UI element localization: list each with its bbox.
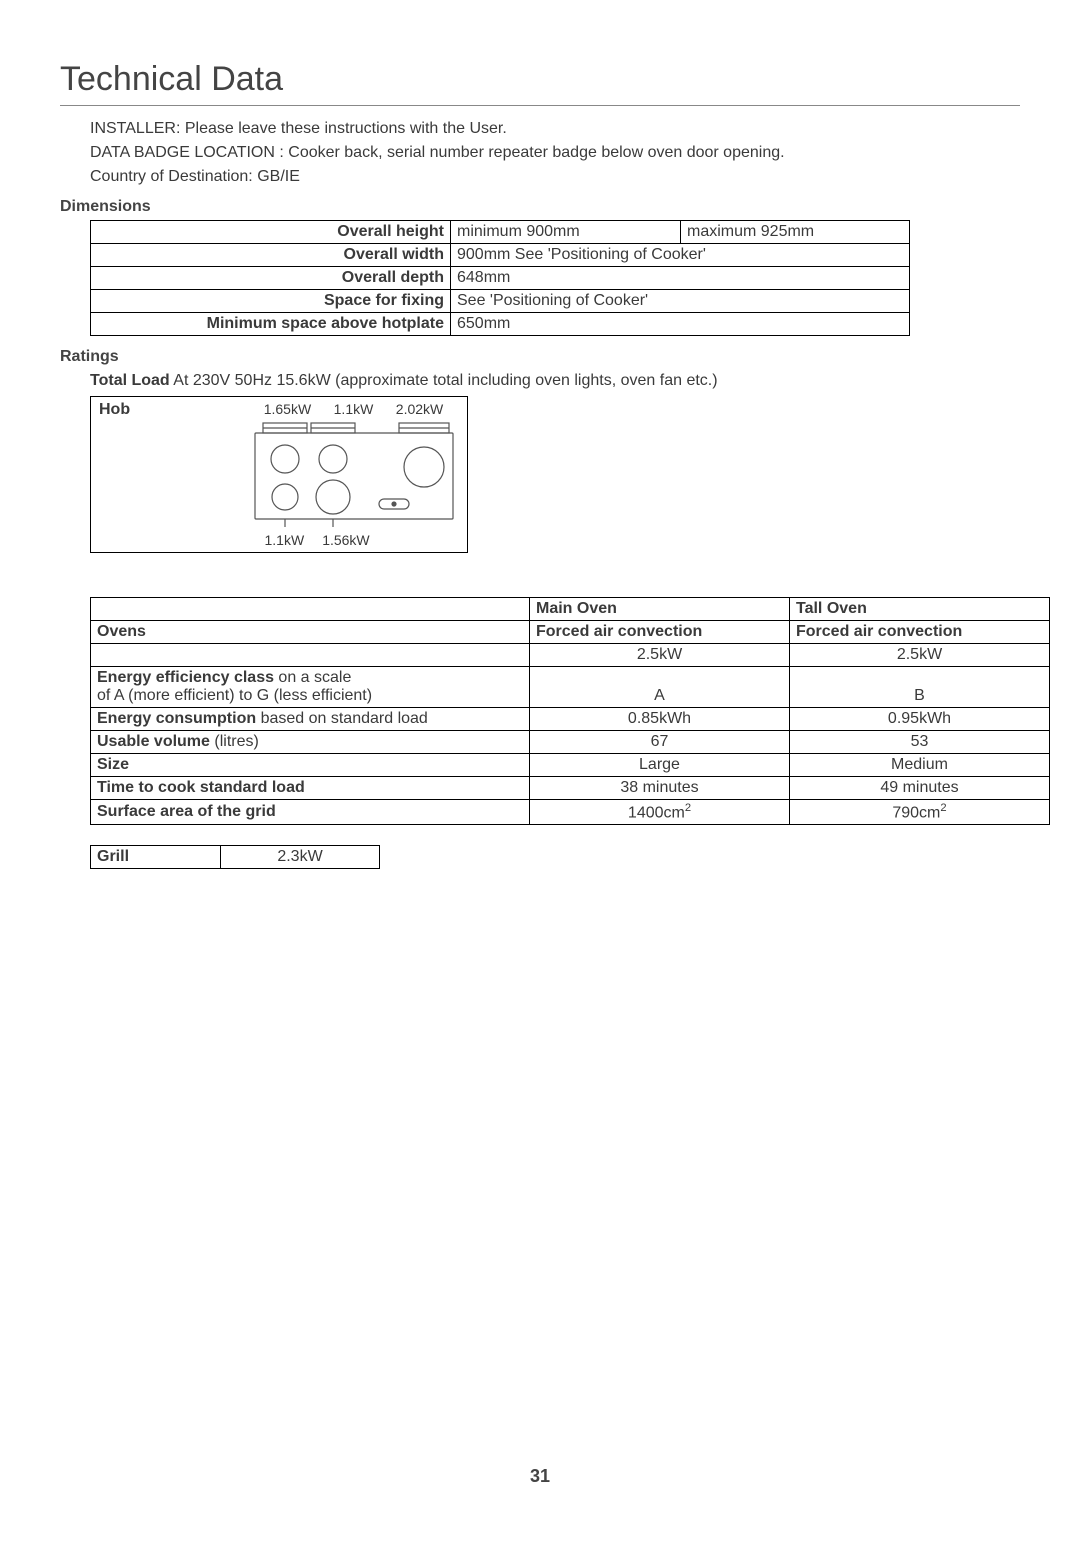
grill-table: Grill 2.3kW <box>90 845 380 869</box>
dim-depth-val: 648mm <box>451 267 910 290</box>
tall-oven-cooktime: 49 minutes <box>790 777 1050 800</box>
dim-fixing-val: See 'Positioning of Cooker' <box>451 290 910 313</box>
efficiency-label: Energy efficiency class on a scale of A … <box>91 667 530 708</box>
table-row: Surface area of the grid 1400cm2 790cm2 <box>91 800 1050 825</box>
page-number: 31 <box>60 1466 1020 1487</box>
grill-label: Grill <box>91 846 221 869</box>
grill-value: 2.3kW <box>221 846 380 869</box>
table-row: Overall width 900mm See 'Positioning of … <box>91 244 910 267</box>
tall-oven-volume: 53 <box>790 731 1050 754</box>
table-row: Space for fixing See 'Positioning of Coo… <box>91 290 910 313</box>
hob-diagram-icon <box>249 417 459 527</box>
main-oven-header: Main Oven <box>530 598 790 621</box>
tall-oven-gridarea: 790cm2 <box>790 800 1050 825</box>
table-row: 2.5kW 2.5kW <box>91 644 1050 667</box>
ovens-power-blank <box>91 644 530 667</box>
ovens-table: Main Oven Tall Oven Ovens Forced air con… <box>90 597 1050 825</box>
ovens-row-label: Ovens <box>91 621 530 644</box>
dimensions-heading: Dimensions <box>60 198 1020 216</box>
dimensions-table: Overall height minimum 900mm maximum 925… <box>90 220 910 336</box>
table-row: Energy consumption based on standard loa… <box>91 708 1050 731</box>
dim-width-label: Overall width <box>91 244 451 267</box>
hob-kw-top-mid: 1.1kW <box>334 401 374 417</box>
dim-height-min: minimum 900mm <box>451 221 681 244</box>
hob-kw-bottom-mid: 1.56kW <box>322 532 369 548</box>
hob-diagram-cell: 1.65kW 1.1kW 2.02kW <box>241 397 468 553</box>
main-oven-volume: 67 <box>530 731 790 754</box>
size-label: Size <box>91 754 530 777</box>
hob-kw-top-left: 1.65kW <box>264 401 311 417</box>
dim-hotplate-label: Minimum space above hotplate <box>91 313 451 336</box>
ovens-blank <box>91 598 530 621</box>
dim-fixing-label: Space for fixing <box>91 290 451 313</box>
hob-table: Hob 1.65kW 1.1kW 2.02kW <box>90 396 468 553</box>
intro-line-2: DATA BADGE LOCATION : Cooker back, seria… <box>90 144 1020 162</box>
hob-kw-bottom-left: 1.1kW <box>265 532 305 548</box>
table-row: Minimum space above hotplate 650mm <box>91 313 910 336</box>
tall-oven-header: Tall Oven <box>790 598 1050 621</box>
cooktime-label: Time to cook standard load <box>91 777 530 800</box>
main-oven-cooktime: 38 minutes <box>530 777 790 800</box>
table-row: Grill 2.3kW <box>91 846 380 869</box>
main-oven-power: 2.5kW <box>530 644 790 667</box>
table-row: Size Large Medium <box>91 754 1050 777</box>
table-row: Usable volume (litres) 67 53 <box>91 731 1050 754</box>
dim-hotplate-val: 650mm <box>451 313 910 336</box>
main-oven-gridarea: 1400cm2 <box>530 800 790 825</box>
main-oven-type: Forced air convection <box>530 621 790 644</box>
total-load-val: At 230V 50Hz 15.6kW (approximate total i… <box>170 372 718 389</box>
intro-line-3: Country of Destination: GB/IE <box>90 168 1020 186</box>
ratings-heading: Ratings <box>60 348 1020 366</box>
dim-width-val: 900mm See 'Positioning of Cooker' <box>451 244 910 267</box>
volume-label: Usable volume (litres) <box>91 731 530 754</box>
consumption-label: Energy consumption based on standard loa… <box>91 708 530 731</box>
table-row: Energy efficiency class on a scale of A … <box>91 667 1050 708</box>
table-row: Time to cook standard load 38 minutes 49… <box>91 777 1050 800</box>
total-load-line: Total Load At 230V 50Hz 15.6kW (approxim… <box>90 372 1020 390</box>
total-load-label: Total Load <box>90 372 170 389</box>
tall-oven-efficiency: B <box>790 667 1050 708</box>
tall-oven-consumption: 0.95kWh <box>790 708 1050 731</box>
main-oven-size: Large <box>530 754 790 777</box>
main-oven-efficiency: A <box>530 667 790 708</box>
table-row: Ovens Forced air convection Forced air c… <box>91 621 1050 644</box>
page-title: Technical Data <box>60 60 1020 106</box>
gridarea-label: Surface area of the grid <box>91 800 530 825</box>
main-oven-consumption: 0.85kWh <box>530 708 790 731</box>
hob-label: Hob <box>91 397 241 553</box>
intro-line-1: INSTALLER: Please leave these instructio… <box>90 120 1020 138</box>
dim-height-label: Overall height <box>91 221 451 244</box>
table-row: Main Oven Tall Oven <box>91 598 1050 621</box>
table-row: Overall height minimum 900mm maximum 925… <box>91 221 910 244</box>
tall-oven-power: 2.5kW <box>790 644 1050 667</box>
tall-oven-size: Medium <box>790 754 1050 777</box>
hob-kw-top-right: 2.02kW <box>396 401 443 417</box>
dim-height-max: maximum 925mm <box>681 221 910 244</box>
intro-block: INSTALLER: Please leave these instructio… <box>90 120 1020 186</box>
tall-oven-type: Forced air convection <box>790 621 1050 644</box>
dim-depth-label: Overall depth <box>91 267 451 290</box>
table-row: Overall depth 648mm <box>91 267 910 290</box>
